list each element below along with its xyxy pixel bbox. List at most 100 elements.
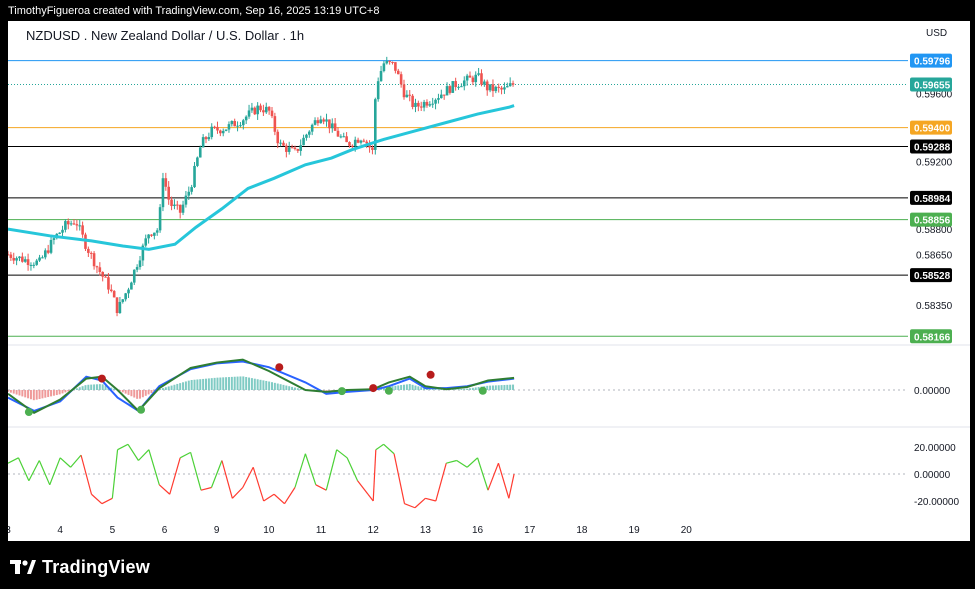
candle-body-62	[184, 195, 188, 205]
candle-body-116	[339, 136, 343, 138]
osc1-histogram-bar-86	[253, 378, 256, 390]
osc1-histogram-bar-174	[506, 384, 509, 390]
candle-body-0	[8, 254, 10, 256]
candle-body-74	[219, 130, 222, 134]
osc1-histogram-bar-175	[509, 384, 512, 390]
candle-body-66	[196, 157, 199, 166]
chart-canvas[interactable]: 0.00000 20.00000 0.00000 -20.00000 3 4 5 6 9 10…	[8, 21, 970, 541]
candle-body-141	[411, 95, 414, 107]
time-tick-label: 10	[263, 525, 275, 536]
candle-body-81	[239, 125, 242, 127]
osc1-histogram-bar-48	[144, 390, 147, 396]
osc1-histogram-bar-14	[47, 390, 50, 398]
chart-frame[interactable]: 0.00000 20.00000 0.00000 -20.00000 3 4 5 6 9 10…	[8, 21, 970, 541]
candle-body-138	[402, 84, 406, 98]
candle-body-45	[135, 267, 139, 270]
osc2-segment-22	[231, 487, 244, 499]
candle-body-161	[468, 75, 472, 78]
osc1-histogram-bar-6	[24, 390, 27, 398]
candle-body-48	[144, 238, 148, 246]
candle-body-135	[394, 62, 397, 71]
price-tick-label: 0.59600	[916, 90, 953, 101]
candle-body-124	[362, 140, 366, 142]
osc1-histogram-bar-54	[161, 388, 164, 390]
osc2-segment-46	[466, 457, 478, 468]
osc1-histogram-bar-39	[118, 390, 121, 392]
osc1-histogram-bar-91	[268, 381, 271, 390]
symbol-title[interactable]: NZDUSD . New Zealand Dollar / U.S. Dolla…	[26, 28, 305, 43]
candle-body-120	[351, 145, 354, 147]
osc1-histogram-bar-142	[414, 385, 417, 390]
candle-body-5	[21, 256, 24, 262]
time-tick-label: 19	[629, 525, 641, 536]
osc1-histogram-bar-80	[236, 376, 239, 390]
osc1-cross-point-1	[97, 374, 106, 383]
osc1-histogram-bar-94	[276, 383, 279, 390]
time-tick-label: 16	[472, 525, 484, 536]
osc1-histogram-bar-164	[477, 387, 480, 390]
price-tick-label: 0.59200	[916, 157, 953, 168]
osc1-histogram-bar-149	[434, 388, 437, 390]
osc1-histogram-bar-31	[95, 384, 98, 390]
price-panel	[8, 56, 908, 337]
osc1-histogram-bar-100	[293, 387, 296, 390]
candle-body-112	[328, 119, 331, 129]
price-tick-label: 0.58350	[916, 301, 953, 312]
osc1-histogram-bar-101	[296, 388, 299, 390]
osc1-histogram-bar-26	[81, 386, 84, 390]
osc2-segment-10	[111, 449, 119, 499]
price-level-label: 0.58166	[914, 332, 951, 343]
osc1-histogram-bar-46	[139, 390, 141, 399]
osc1-histogram-bar-69	[205, 378, 207, 390]
candle-body-16	[52, 238, 56, 240]
osc1-histogram-bar-5	[21, 390, 24, 397]
candle-body-1	[9, 254, 13, 258]
candle-body-109	[319, 119, 323, 124]
candle-body-83	[244, 116, 248, 121]
osc1-histogram-bar-84	[248, 377, 251, 390]
osc1-histogram-bar-148	[431, 388, 434, 390]
osc1-cross-point-8	[478, 386, 487, 395]
osc1-histogram-bar-160	[466, 388, 469, 390]
osc1-histogram-bar-59	[176, 383, 179, 390]
candle-body-130	[379, 71, 383, 82]
candle-body-137	[399, 74, 403, 85]
candle-body-110	[322, 119, 325, 122]
candle-body-8	[29, 264, 33, 266]
candle-body-61	[181, 204, 185, 213]
candle-body-77	[227, 124, 231, 130]
candle-body-111	[325, 119, 328, 122]
osc1-histogram-bar-4	[18, 390, 21, 396]
osc2-segment-18	[190, 452, 202, 491]
osc2-segment-14	[148, 449, 160, 485]
price-label-box-0	[910, 53, 952, 68]
osc1-histogram-bar-56	[167, 386, 170, 390]
candle-body-132	[385, 60, 389, 64]
candle-body-101	[296, 149, 300, 151]
candle-body-136	[396, 70, 400, 75]
candle-body-84	[247, 110, 251, 117]
candle-body-96	[282, 142, 285, 146]
osc2-segment-33	[346, 457, 359, 481]
osc1-histogram-bar-138	[403, 384, 405, 390]
moving-average-line	[8, 104, 515, 251]
candle-body-163	[474, 74, 478, 83]
osc1-histogram-bar-161	[469, 388, 471, 390]
osc1-histogram-bar-172	[500, 385, 503, 390]
osc1-histogram-bar-21	[67, 390, 70, 392]
osc1-histogram-bar-68	[202, 378, 205, 390]
candle-body-98	[287, 147, 291, 152]
candle-body-46	[138, 260, 142, 268]
currency-label[interactable]: USD	[926, 28, 948, 39]
osc1-histogram-bar-63	[187, 380, 190, 390]
candle-body-153	[445, 86, 449, 96]
candle-body-121	[353, 139, 357, 147]
price-label-box-2	[910, 120, 952, 135]
candle-body-160	[465, 75, 469, 81]
osc2-segment-42	[425, 497, 436, 502]
price-label-box-5	[910, 212, 952, 227]
candle-body-113	[330, 123, 334, 129]
osc2-segment-35	[367, 493, 374, 502]
osc2-segment-21	[221, 460, 233, 499]
osc2-segment-12	[127, 443, 139, 461]
